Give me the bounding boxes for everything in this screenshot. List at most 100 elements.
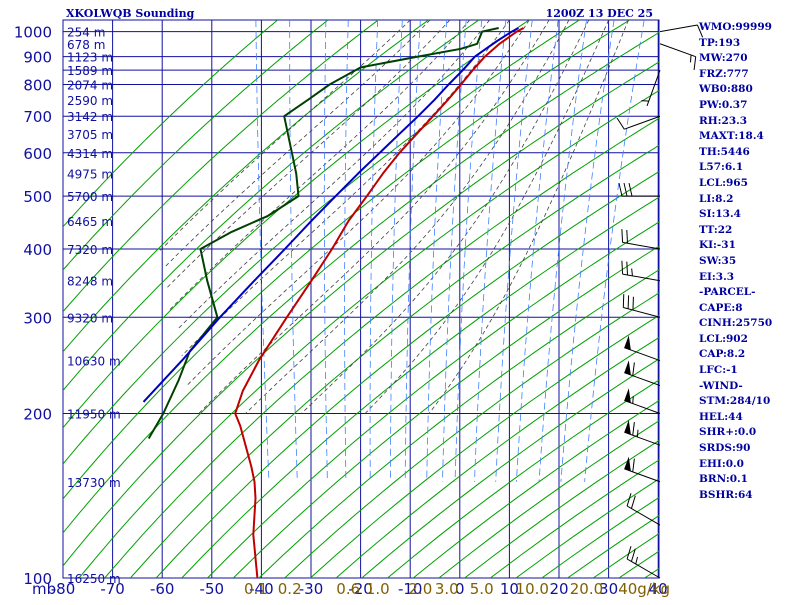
height-label: 6465 m	[67, 215, 113, 229]
mixing-ratio-line	[405, 20, 420, 482]
height-label: 3142 m	[67, 110, 113, 124]
stat-line: STM:284/10	[699, 394, 800, 410]
stat-line: CAPE:8	[699, 301, 800, 317]
mixing-ratio-label: 0.2	[278, 580, 302, 598]
height-label: 1123 m	[67, 51, 113, 65]
wind-barb	[624, 388, 660, 413]
height-label: 4314 m	[67, 147, 113, 161]
pressure-tick-label: 300	[23, 309, 52, 327]
height-label: 2590 m	[67, 94, 113, 108]
dry-adiabat	[28, 20, 680, 578]
height-label: 2074 m	[67, 79, 113, 93]
stat-line: CAP:8.2	[699, 347, 800, 363]
stat-line: BSHR:64	[699, 488, 800, 504]
mixing-ratio-label: 20.0	[570, 580, 603, 598]
dry-adiabat	[0, 20, 378, 578]
stat-line: SRDS:90	[699, 441, 800, 457]
moist-adiabat	[365, 20, 608, 414]
stat-line: -WIND-	[699, 379, 800, 395]
stat-line: LCL:965	[699, 176, 800, 192]
wind-barb	[617, 116, 660, 129]
mixing-ratio-line	[475, 20, 506, 482]
mixing-ratio-line	[370, 20, 378, 482]
stat-line: SHR+:0.0	[699, 425, 800, 441]
wind-barb	[660, 25, 703, 37]
mixing-ratio-line	[443, 20, 467, 482]
mixing-ratio-label: 5.0	[470, 580, 494, 598]
mixing-ratio-line	[390, 20, 402, 482]
stat-line: KI:-31	[699, 238, 800, 254]
wind-barb	[627, 493, 660, 525]
moist-adiabat	[199, 20, 549, 414]
temperature-tick-label: 20	[549, 580, 568, 598]
wind-barb	[622, 261, 660, 281]
mixing-ratio-line	[496, 20, 533, 482]
wind-barb	[660, 44, 696, 70]
height-label: 16250 m	[67, 572, 121, 586]
wind-barb	[622, 229, 660, 249]
stat-line: L57:6.1	[699, 160, 800, 176]
height-label: 10630 m	[67, 355, 121, 369]
pressure-unit-label: mb	[32, 580, 56, 598]
height-label: 9320 m	[67, 311, 113, 325]
wind-barb	[623, 294, 660, 317]
wind-barb	[641, 70, 660, 106]
stat-line: LI:8.2	[699, 192, 800, 208]
stat-line: TH:5446	[699, 145, 800, 161]
height-label: 4975 m	[67, 167, 113, 181]
pressure-tick-label: 400	[23, 241, 52, 259]
stat-line: LCL:902	[699, 332, 800, 348]
temperature-tick-label: -60	[150, 580, 175, 598]
stat-line: LFC:-1	[699, 363, 800, 379]
pressure-tick-label: 600	[23, 145, 52, 163]
height-label: 678 m	[67, 38, 105, 52]
stat-line: EI:3.3	[699, 270, 800, 286]
height-label: 11950 m	[67, 408, 121, 422]
height-label: 1589 m	[67, 64, 113, 78]
mixing-ratio-label: 3.0	[435, 580, 459, 598]
stat-line: WB0:880	[699, 82, 800, 98]
stat-line: TP:193	[699, 36, 800, 52]
pressure-tick-label: 900	[23, 49, 52, 67]
height-label: 5700 m	[67, 190, 113, 204]
pressure-tick-label: 200	[23, 406, 52, 424]
stat-line: SW:35	[699, 254, 800, 270]
stat-line: CINH:25750	[699, 316, 800, 332]
height-label: 3705 m	[67, 128, 113, 142]
height-label: 13730 m	[67, 476, 121, 490]
temperature-tick-label: -30	[299, 580, 324, 598]
mixing-ratio-label: 2.0	[408, 580, 432, 598]
height-label: 8248 m	[67, 275, 113, 289]
wind-barb	[619, 183, 660, 196]
stat-line: HEL:44	[699, 410, 800, 426]
temperature-tick-label: -50	[200, 580, 225, 598]
stat-line: MAXT:18.4	[699, 129, 800, 145]
dry-adiabat	[0, 20, 328, 578]
stat-line: BRN:0.1	[699, 472, 800, 488]
mixing-ratio-label: 0.1	[244, 580, 268, 598]
stat-line: EHI:0.0	[699, 457, 800, 473]
stat-line: WMO:99999	[699, 20, 800, 36]
mixing-ratio-label: 10.0	[516, 580, 549, 598]
wind-barb	[624, 457, 660, 482]
stat-line: -PARCEL-	[699, 285, 800, 301]
mixing-ratio-line	[256, 20, 269, 482]
mixing-ratio-label: 1.0	[366, 580, 390, 598]
temperature-trace	[235, 28, 523, 578]
chart-title: XKOLWQB Sounding	[66, 7, 195, 20]
stat-line: TT:22	[699, 223, 800, 239]
height-label: 7320 m	[67, 243, 113, 257]
pressure-tick-label: 700	[23, 108, 52, 126]
stat-line: RH:23.3	[699, 114, 800, 130]
stat-line: PW:0.37	[699, 98, 800, 114]
pressure-tick-label: 800	[23, 77, 52, 95]
wind-barb	[624, 360, 660, 385]
mixing-ratio-line	[455, 20, 482, 482]
pressure-tick-label: 1000	[14, 24, 52, 42]
mixing-ratio-label: 40g/kg	[618, 580, 670, 598]
stat-line: SI:13.4	[699, 207, 800, 223]
stat-line: MW:270	[699, 51, 800, 67]
